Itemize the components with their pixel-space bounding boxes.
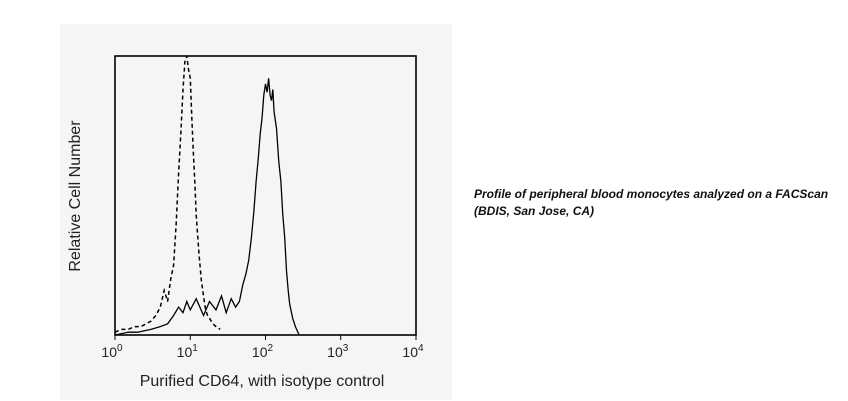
x-tick-label: 101 <box>177 343 199 360</box>
x-tick-base: 10 <box>101 344 117 360</box>
x-tick-exponent: 0 <box>117 343 123 354</box>
cd64-histogram-line <box>114 78 300 336</box>
x-tick-label: 104 <box>402 343 424 360</box>
plot-frame <box>114 55 417 336</box>
x-tick-base: 10 <box>177 344 193 360</box>
figure-panel <box>60 24 452 400</box>
x-tick-exponent: 2 <box>268 343 274 354</box>
x-tick-exponent: 1 <box>192 343 198 354</box>
histogram-chart: 100 101 102 103 104 Relative Cell Number Pur… <box>67 55 424 390</box>
figure-caption: Profile of peripheral blood monocytes an… <box>474 187 829 218</box>
x-tick-label: 100 <box>101 343 123 360</box>
y-axis-label: Relative Cell Number <box>67 120 84 272</box>
x-tick-label: 103 <box>327 343 349 360</box>
x-tick-base: 10 <box>402 344 418 360</box>
x-tick-label: 102 <box>252 343 274 360</box>
x-tick-exponent: 3 <box>343 343 349 354</box>
x-axis-label: Purified CD64, with isotype control <box>140 373 385 390</box>
isotype-control-histogram-line <box>114 55 221 333</box>
x-tick-exponent: 4 <box>418 343 424 354</box>
x-tick-base: 10 <box>327 344 343 360</box>
x-tick-base: 10 <box>252 344 268 360</box>
